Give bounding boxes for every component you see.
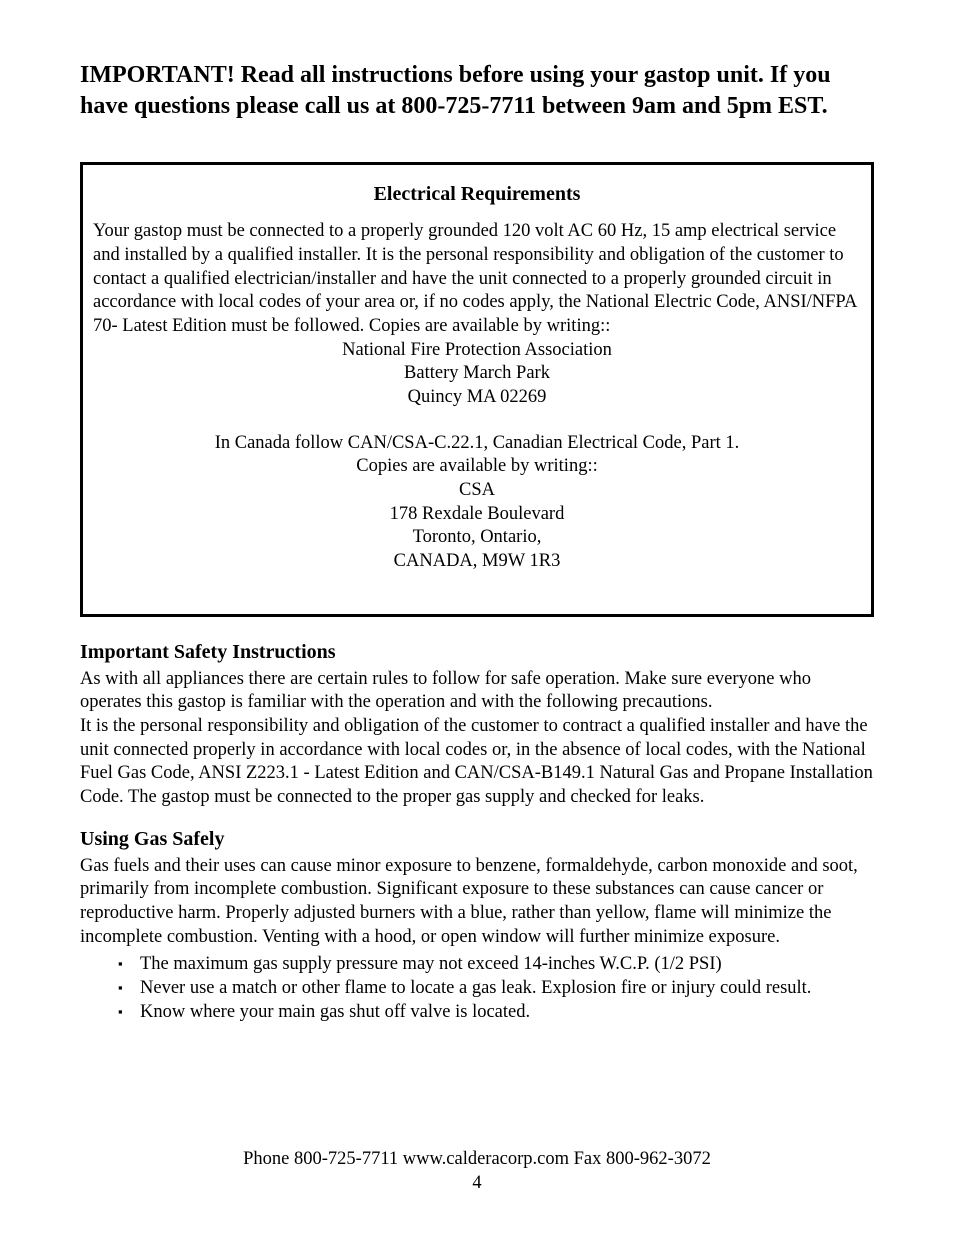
addr-line: Toronto, Ontario, <box>93 526 861 550</box>
electrical-requirements-box: Electrical Requirements Your gastop must… <box>80 162 874 616</box>
canada-line: Copies are available by writing:: <box>93 455 861 479</box>
addr-line: CSA <box>93 479 861 503</box>
gas-title: Using Gas Safely <box>80 828 874 851</box>
list-item: Know where your main gas shut off valve … <box>140 1000 874 1024</box>
box-title: Electrical Requirements <box>93 183 861 206</box>
canada-note: In Canada follow CAN/CSA-C.22.1, Canadia… <box>93 432 861 574</box>
address-us: National Fire Protection Association Bat… <box>93 339 861 410</box>
gas-body: Gas fuels and their uses can cause minor… <box>80 855 874 950</box>
addr-line: Quincy MA 02269 <box>93 386 861 410</box>
footer-contact: Phone 800-725-7711 www.calderacorp.com F… <box>0 1147 954 1171</box>
box-body-text: Your gastop must be connected to a prope… <box>93 221 856 336</box>
list-item: The maximum gas supply pressure may not … <box>140 952 874 976</box>
addr-line: CANADA, M9W 1R3 <box>93 550 861 574</box>
addr-line: 178 Rexdale Boulevard <box>93 503 861 527</box>
safety-body: As with all appliances there are certain… <box>80 668 874 810</box>
safety-title: Important Safety Instructions <box>80 641 874 664</box>
list-item: Never use a match or other flame to loca… <box>140 976 874 1000</box>
addr-line: Battery March Park <box>93 362 861 386</box>
addr-line: National Fire Protection Association <box>93 339 861 363</box>
gas-bullets: The maximum gas supply pressure may not … <box>80 952 874 1025</box>
box-body: Your gastop must be connected to a prope… <box>93 220 861 573</box>
canada-line: In Canada follow CAN/CSA-C.22.1, Canadia… <box>93 432 861 456</box>
page-heading: IMPORTANT! Read all instructions before … <box>80 60 874 122</box>
page-number: 4 <box>0 1171 954 1195</box>
page-footer: Phone 800-725-7711 www.calderacorp.com F… <box>0 1147 954 1195</box>
